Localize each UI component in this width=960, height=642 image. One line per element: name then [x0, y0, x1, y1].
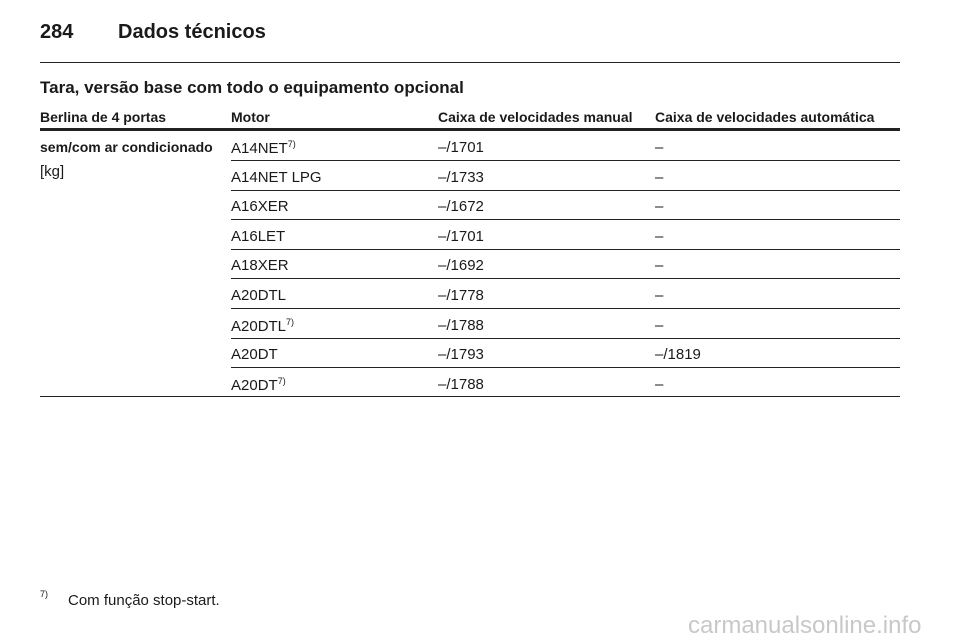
row-rule [231, 160, 900, 161]
manual-cell: –/1778 [438, 287, 484, 304]
row-rule [231, 219, 900, 221]
engine-cell: A14NET7) [231, 139, 296, 157]
engine-name: A20DT [231, 346, 278, 364]
manual-cell: –/1672 [438, 198, 484, 216]
engine-cell: A18XER [231, 258, 289, 273]
automatic-cell: – [655, 168, 664, 186]
engine-name: A20DTL [231, 287, 287, 304]
engine-cell: A20DTL7) [231, 316, 295, 335]
column-header: Caixa de velocidades automática [655, 109, 875, 125]
automatic-cell: – [655, 257, 664, 275]
manual-cell: –/1788 [438, 316, 484, 334]
manual-cell: –/1692 [438, 257, 484, 275]
table-bottom-rule [40, 396, 900, 397]
engine-cell: A20DTL [231, 288, 286, 303]
engine-name: A16LET [231, 227, 286, 245]
column-header: Berlina de 4 portas [40, 109, 167, 125]
automatic-cell: – [655, 287, 664, 304]
row-rule [231, 248, 900, 250]
engine-cell: A20DT7) [231, 375, 286, 394]
engine-name: A16XER [231, 198, 289, 216]
manual-cell: –/1701 [438, 227, 484, 245]
footnote-ref: 7) [286, 316, 295, 327]
footnote-ref: 7) [277, 375, 286, 386]
footnote-ref: 7) [287, 139, 296, 149]
manual-cell: –/1733 [438, 168, 484, 186]
row-rule [231, 278, 900, 280]
engine-name: A20DTL [231, 317, 287, 335]
row-rule [231, 189, 900, 191]
page-title: Dados técnicos [118, 21, 266, 43]
column-header: Caixa de velocidades manual [438, 109, 633, 125]
engine-cell: A16LET [231, 229, 285, 244]
engine-name: A20DT [231, 376, 278, 394]
engine-cell: A14NET LPG [231, 170, 322, 185]
automatic-cell: – [655, 139, 664, 156]
engine-name: A18XER [231, 257, 289, 275]
automatic-cell: – [655, 198, 664, 216]
engine-cell: A16XER [231, 199, 289, 214]
column-header: Motor [231, 109, 270, 125]
section-title: Tara, versão base com todo o equipamento… [40, 78, 464, 97]
row-rule [231, 337, 900, 339]
row-rule [231, 367, 900, 369]
unit-label: [kg] [40, 163, 65, 180]
engine-name: A14NET [231, 140, 288, 157]
automatic-cell: – [655, 316, 664, 334]
row-rule [231, 308, 900, 309]
automatic-cell: – [655, 375, 664, 393]
watermark: carmanualsonline.info [688, 612, 922, 639]
engine-cell: A20DT [231, 347, 278, 362]
manual-cell: –/1701 [438, 139, 484, 156]
manual-cell: –/1788 [438, 375, 484, 393]
automatic-cell: –/1819 [655, 346, 701, 364]
row-group-label: sem/com ar condicionado [40, 139, 213, 155]
automatic-cell: – [655, 227, 664, 245]
header-rule [40, 62, 900, 63]
footnote-mark: 7) [40, 589, 49, 599]
manual-cell: –/1793 [438, 346, 484, 364]
footnote-text: Com função stop-start. [68, 592, 220, 609]
page-number: 284 [40, 21, 74, 43]
table-head-rule [40, 128, 900, 131]
engine-name: A14NET LPG [231, 168, 322, 186]
